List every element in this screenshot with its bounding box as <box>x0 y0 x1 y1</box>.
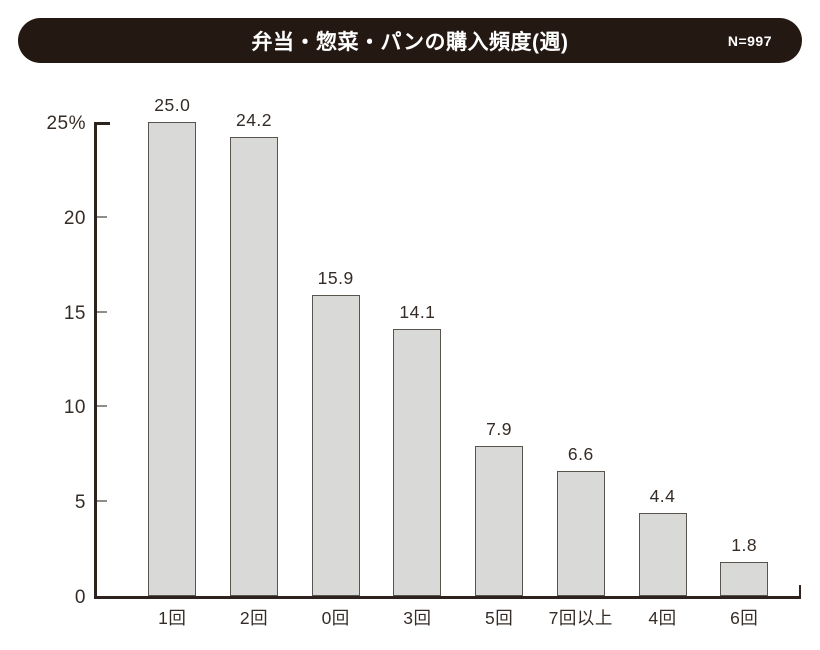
y-axis-tick-label: 25% <box>46 113 86 134</box>
bar-value-label: 6.6 <box>567 443 594 464</box>
bar-4回 <box>638 512 687 596</box>
bar-5回 <box>475 446 524 596</box>
y-axis-tick <box>97 310 107 313</box>
y-axis-tick <box>97 215 107 218</box>
x-axis-line <box>94 596 801 599</box>
bar-0回 <box>311 294 360 596</box>
y-axis-tick-label: 0 <box>74 587 86 608</box>
bar-value-label: 7.9 <box>486 419 512 440</box>
bar-7回以上 <box>556 470 605 596</box>
x-axis-category-label: 7回以上 <box>548 608 613 628</box>
x-axis-category-label: 6回 <box>730 608 759 628</box>
x-axis-category-label: 0回 <box>321 608 350 628</box>
x-axis-category-label: 1回 <box>158 608 187 628</box>
bar-6回 <box>720 561 769 596</box>
bar-value-label: 1.8 <box>731 534 758 555</box>
y-axis-line <box>94 122 97 599</box>
bar-3回 <box>393 328 442 596</box>
bar-2回 <box>230 137 278 596</box>
bar-1回 <box>148 122 197 596</box>
bar-value-label: 15.9 <box>317 267 354 288</box>
y-axis-tick-label: 15 <box>63 302 86 324</box>
x-axis-category-label: 3回 <box>403 608 432 628</box>
y-axis-tick <box>97 122 110 125</box>
x-axis-category-label: 5回 <box>484 608 514 628</box>
y-axis-tick-label: 20 <box>63 207 86 229</box>
bar-value-label: 24.2 <box>235 110 273 131</box>
chart-title: 弁当・惣菜・パンの購入頻度(週) <box>251 30 569 54</box>
bar-value-label: 25.0 <box>154 95 191 115</box>
bar-value-label: 14.1 <box>399 301 436 322</box>
bar-value-label: 4.4 <box>649 485 676 506</box>
y-axis-tick <box>97 405 107 408</box>
y-axis-tick-label: 10 <box>63 397 86 419</box>
sample-size-label: N=997 <box>727 32 772 49</box>
chart-title-banner: 弁当・惣菜・パンの購入頻度(週) N=997 <box>18 18 802 63</box>
x-axis-end-tick <box>799 585 801 596</box>
x-axis-category-label: 4回 <box>648 608 677 628</box>
y-axis-tick-label: 5 <box>74 492 86 514</box>
x-axis-category-label: 2回 <box>239 608 269 628</box>
y-axis-tick <box>97 500 107 503</box>
